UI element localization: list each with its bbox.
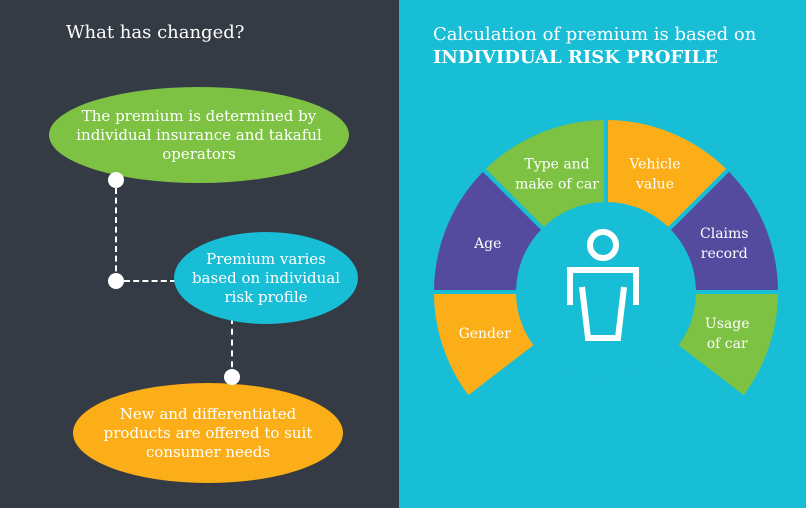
step-3-bubble: New and differentiated products are offe… [73, 383, 343, 483]
risk-profile-panel: Calculation of premium is based on INDIV… [399, 0, 806, 508]
connector-line [124, 280, 176, 282]
right-title-line2: INDIVIDUAL RISK PROFILE [433, 47, 718, 68]
factor-label: Gender [459, 326, 512, 342]
step-2-bubble: Premium varies based on individual risk … [174, 232, 358, 324]
step-1-text: The premium is determined by individual … [76, 106, 322, 163]
right-title-line1: Calculation of premium is based on [433, 24, 757, 45]
connector-dot [108, 172, 124, 188]
connector-dot [224, 369, 240, 385]
step-1-bubble: The premium is determined by individual … [49, 87, 349, 183]
left-title: What has changed? [66, 22, 245, 43]
person-icon [567, 229, 639, 341]
center-hub [516, 202, 696, 382]
factor-label: Claims record [700, 226, 748, 262]
step-3-text: New and differentiated products are offe… [103, 404, 313, 461]
factor-label: Type and make of car [515, 157, 599, 193]
step-2-text: Premium varies based on individual risk … [191, 249, 341, 306]
connector-line [115, 188, 117, 281]
factor-label: Usage of car [705, 316, 750, 352]
connector-line [231, 318, 233, 378]
factor-label: Vehicle value [628, 157, 680, 193]
factor-label: Age [473, 236, 501, 252]
risk-factor-wheel: Gender Age Type and make of car Vehicle value… [429, 115, 783, 401]
what-has-changed-panel: What has changed? The premium is determi… [0, 0, 399, 508]
connector-dot [108, 273, 124, 289]
